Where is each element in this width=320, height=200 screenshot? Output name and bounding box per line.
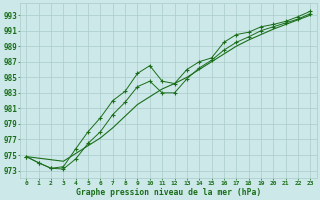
X-axis label: Graphe pression niveau de la mer (hPa): Graphe pression niveau de la mer (hPa) — [76, 188, 261, 197]
